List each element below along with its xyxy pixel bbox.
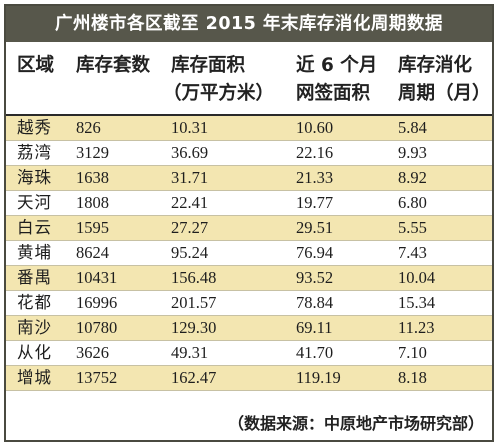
cell-region: 海珠 — [17, 168, 52, 187]
table-row: 从化 3626 49.31 41.70 7.10 — [6, 341, 492, 366]
cell-recent-sales-area: 22.16 — [296, 143, 334, 162]
cell-inventory-area: 95.24 — [171, 243, 209, 262]
cell-region: 增城 — [17, 368, 52, 387]
cell-inventory-units: 826 — [76, 118, 101, 137]
cell-inventory-units: 3626 — [76, 343, 109, 362]
cell-region: 天河 — [17, 193, 52, 212]
table-row: 南沙 10780 129.30 69.11 11.23 — [6, 316, 492, 341]
cell-recent-sales-area: 76.94 — [296, 243, 334, 262]
cell-recent-sales-area: 119.19 — [296, 368, 341, 387]
cell-inventory-area: 31.71 — [171, 168, 209, 187]
cell-inventory-units: 3129 — [76, 143, 109, 162]
cell-region: 越秀 — [17, 118, 52, 137]
cell-digestion-period: 5.84 — [398, 118, 427, 137]
cell-region: 花都 — [17, 293, 52, 312]
cell-recent-sales-area: 41.70 — [296, 343, 334, 362]
cell-recent-sales-area: 19.77 — [296, 193, 334, 212]
cell-inventory-area: 49.31 — [171, 343, 209, 362]
cell-inventory-area: 129.30 — [171, 318, 217, 337]
cell-region: 白云 — [17, 218, 52, 237]
table-row: 海珠 1638 31.71 21.33 8.92 — [6, 166, 492, 191]
table-header: 区域 库存套数 库存面积 （万平方米） 近 6 个月 网签面积 库存消化 周期（… — [6, 42, 492, 116]
cell-inventory-area: 10.31 — [171, 118, 209, 137]
data-table-card: 广州楼市各区截至 2015 年末库存消化周期数据 区域 库存套数 库存面积 （万… — [4, 4, 494, 442]
cell-inventory-units: 8624 — [76, 243, 109, 262]
cell-inventory-units: 16996 — [76, 293, 118, 312]
cell-inventory-units: 13752 — [76, 368, 118, 387]
cell-recent-sales-area: 93.52 — [296, 268, 334, 287]
cell-recent-sales-area: 69.11 — [296, 318, 333, 337]
cell-inventory-area: 162.47 — [171, 368, 217, 387]
header-inventory-units: 库存套数 — [76, 55, 151, 76]
cell-inventory-units: 1638 — [76, 168, 109, 187]
table-row: 番禺 10431 156.48 93.52 10.04 — [6, 266, 492, 291]
header-region: 区域 — [17, 55, 55, 76]
table-row: 黄埔 8624 95.24 76.94 7.43 — [6, 241, 492, 266]
cell-digestion-period: 7.43 — [398, 243, 427, 262]
cell-region: 黄埔 — [17, 243, 52, 262]
table-row: 白云 1595 27.27 29.51 5.55 — [6, 216, 492, 241]
table-row: 增城 13752 162.47 119.19 8.18 — [6, 366, 492, 391]
header-digestion-period: 库存消化 周期（月） — [398, 55, 491, 104]
cell-inventory-area: 156.48 — [171, 268, 217, 287]
data-source-note: （数据来源：中原地产市场研究部） — [227, 414, 484, 433]
cell-recent-sales-area: 78.84 — [296, 293, 334, 312]
header-inventory-area: 库存面积 （万平方米） — [163, 55, 275, 104]
cell-inventory-units: 1595 — [76, 218, 109, 237]
cell-digestion-period: 7.10 — [398, 343, 427, 362]
cell-digestion-period: 6.80 — [398, 193, 427, 212]
table-row: 天河 1808 22.41 19.77 6.80 — [6, 191, 492, 216]
cell-inventory-units: 1808 — [76, 193, 109, 212]
cell-region: 番禺 — [17, 268, 52, 287]
cell-digestion-period: 8.92 — [398, 168, 427, 187]
cell-digestion-period: 5.55 — [398, 218, 427, 237]
cell-inventory-units: 10431 — [76, 268, 118, 287]
cell-inventory-area: 27.27 — [171, 218, 209, 237]
cell-recent-sales-area: 29.51 — [296, 218, 334, 237]
cell-recent-sales-area: 21.33 — [296, 168, 334, 187]
table-body: 越秀 826 10.31 10.60 5.84 荔湾 3129 36.69 22.16 9.93 海… — [6, 116, 492, 391]
cell-region: 从化 — [17, 343, 52, 362]
cell-inventory-units: 10780 — [76, 318, 118, 337]
cell-recent-sales-area: 10.60 — [296, 118, 334, 137]
cell-digestion-period: 10.04 — [398, 268, 436, 287]
table-row: 越秀 826 10.31 10.60 5.84 — [6, 116, 492, 141]
cell-digestion-period: 9.93 — [398, 143, 427, 162]
cell-inventory-area: 201.57 — [171, 293, 217, 312]
header-recent-sales-area: 近 6 个月 网签面积 — [296, 55, 378, 104]
cell-inventory-area: 22.41 — [171, 193, 209, 212]
table-row: 荔湾 3129 36.69 22.16 9.93 — [6, 141, 492, 166]
cell-digestion-period: 8.18 — [398, 368, 427, 387]
cell-region: 南沙 — [17, 318, 52, 337]
cell-inventory-area: 36.69 — [171, 143, 209, 162]
table-title: 广州楼市各区截至 2015 年末库存消化周期数据 — [6, 6, 492, 42]
cell-digestion-period: 11.23 — [398, 318, 435, 337]
cell-region: 荔湾 — [17, 143, 52, 162]
cell-digestion-period: 15.34 — [398, 293, 436, 312]
table-row: 花都 16996 201.57 78.84 15.34 — [6, 291, 492, 316]
